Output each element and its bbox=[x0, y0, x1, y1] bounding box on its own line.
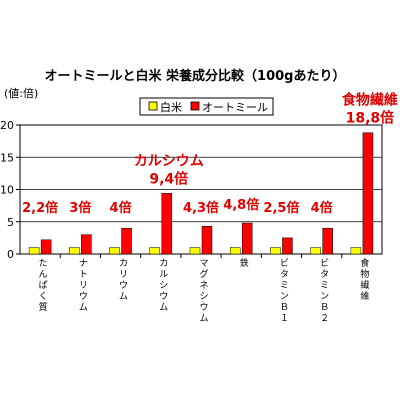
bar-hakumai-4 bbox=[189, 247, 201, 255]
annotation-3-name: カルシウム bbox=[134, 153, 204, 169]
bar-oatmeal-6 bbox=[282, 237, 293, 255]
annotation-8-value: 18,8倍 bbox=[346, 110, 395, 127]
x-tick-label-4: マグネシウム bbox=[199, 259, 208, 324]
bar-oatmeal-3 bbox=[161, 193, 173, 255]
annotation-4: 4,3倍 bbox=[183, 200, 219, 216]
bar-oatmeal-5 bbox=[241, 222, 253, 255]
bar-oatmeal-7 bbox=[322, 227, 333, 255]
x-tick-label-1: ナトリウム bbox=[79, 258, 88, 313]
x-tick-label-7: ビタミンＢ２ bbox=[320, 258, 329, 324]
bar-hakumai-2 bbox=[109, 247, 120, 255]
annotation-8-name: 食物繊維 bbox=[342, 92, 398, 109]
x-tick-label-6: ビタミンＢ１ bbox=[280, 258, 289, 324]
x-tick-label-5: 鉄 bbox=[240, 257, 249, 269]
y-tick-label-4: 20 bbox=[0, 119, 14, 132]
x-tick-label-0: たんぱく質 bbox=[39, 258, 48, 313]
bar-oatmeal-8 bbox=[362, 132, 374, 255]
bar-hakumai-8 bbox=[350, 247, 362, 255]
bar-hakumai-6 bbox=[270, 247, 281, 255]
annotation-7: 4倍 bbox=[311, 200, 333, 216]
bar-hakumai-0 bbox=[28, 247, 40, 255]
annotation-0: 2,2倍 bbox=[22, 200, 58, 216]
annotation-5: 4,8倍 bbox=[223, 197, 259, 213]
annotation-2: 4倍 bbox=[110, 200, 132, 216]
bar-hakumai-7 bbox=[310, 247, 321, 255]
bar-oatmeal-0 bbox=[40, 239, 52, 255]
y-tick-label-1: 5 bbox=[7, 216, 14, 229]
bar-hakumai-3 bbox=[149, 247, 161, 255]
legend-swatch-0 bbox=[148, 101, 158, 111]
x-tick-label-2: カリウム bbox=[119, 258, 128, 302]
bar-oatmeal-1 bbox=[81, 234, 92, 255]
bar-hakumai-1 bbox=[69, 247, 80, 255]
chart-title: オートミールと白米 栄養成分比較（100gあたり） bbox=[45, 68, 346, 84]
y-tick-label-2: 10 bbox=[0, 184, 14, 197]
x-tick-label-3: カルシウム bbox=[159, 258, 168, 313]
legend-box bbox=[139, 97, 274, 116]
bar-hakumai-5 bbox=[229, 247, 241, 255]
annotation-1: 3倍 bbox=[69, 200, 91, 216]
legend-label-1: オートミール bbox=[202, 101, 268, 114]
y-axis-label: (値:倍) bbox=[4, 86, 38, 100]
legend-swatch-1 bbox=[190, 101, 200, 111]
bar-oatmeal-2 bbox=[121, 227, 132, 255]
annotation-6: 2,5倍 bbox=[263, 200, 299, 216]
bar-oatmeal-4 bbox=[201, 226, 213, 255]
annotation-3-value: 9,4倍 bbox=[149, 170, 188, 187]
y-tick-label-0: 0 bbox=[7, 248, 14, 261]
y-tick-label-3: 15 bbox=[0, 151, 14, 164]
x-tick-label-8: 食物繊維 bbox=[360, 257, 369, 302]
legend-label-0: 白米 bbox=[160, 100, 182, 114]
